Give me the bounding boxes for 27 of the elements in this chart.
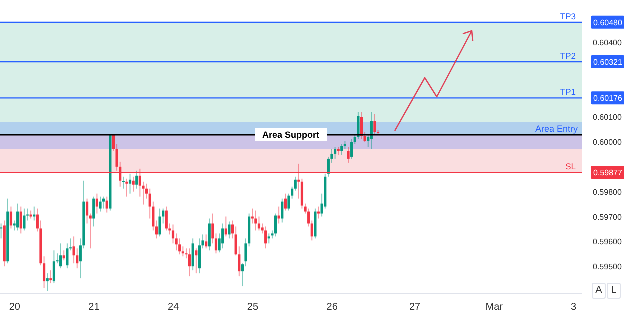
x-tick-label: 27 xyxy=(409,302,422,313)
y-tick-label: 0.60480 xyxy=(594,18,624,28)
ref-line-label: TP2 xyxy=(560,51,576,62)
x-tick-label: Mar xyxy=(486,302,504,313)
ref-line-label: SL xyxy=(566,162,576,172)
y-tick-label: 0.60176 xyxy=(594,94,624,104)
x-tick-label: 26 xyxy=(326,302,338,313)
text: L xyxy=(607,283,621,299)
y-tick-label: 0.59700 xyxy=(593,212,622,222)
ref-line-label: TP1 xyxy=(560,87,576,98)
ref-line-label: Area Support xyxy=(262,130,320,140)
x-tick-label: 25 xyxy=(247,302,259,313)
x-tick-label: 3 xyxy=(570,302,577,313)
ref-line-label: TP3 xyxy=(560,11,576,22)
y-tick-label: 0.60321 xyxy=(594,58,624,68)
y-tick-label: 0.60000 xyxy=(593,138,622,148)
band-label: Area Entry xyxy=(535,124,578,134)
y-tick-label: 0.59500 xyxy=(593,262,622,272)
x-tick-label: 24 xyxy=(168,302,180,313)
y-tick-label: 0.59600 xyxy=(593,238,622,247)
x-tick-label: 21 xyxy=(88,302,100,313)
x-tick-label: 20 xyxy=(9,302,21,313)
y-tick-label: 0.60100 xyxy=(593,113,622,122)
y-tick-label: 0.59877 xyxy=(594,168,624,178)
y-tick-label: 0.60400 xyxy=(593,38,622,48)
text: A xyxy=(592,283,606,299)
y-tick-label: 0.59800 xyxy=(593,188,622,197)
